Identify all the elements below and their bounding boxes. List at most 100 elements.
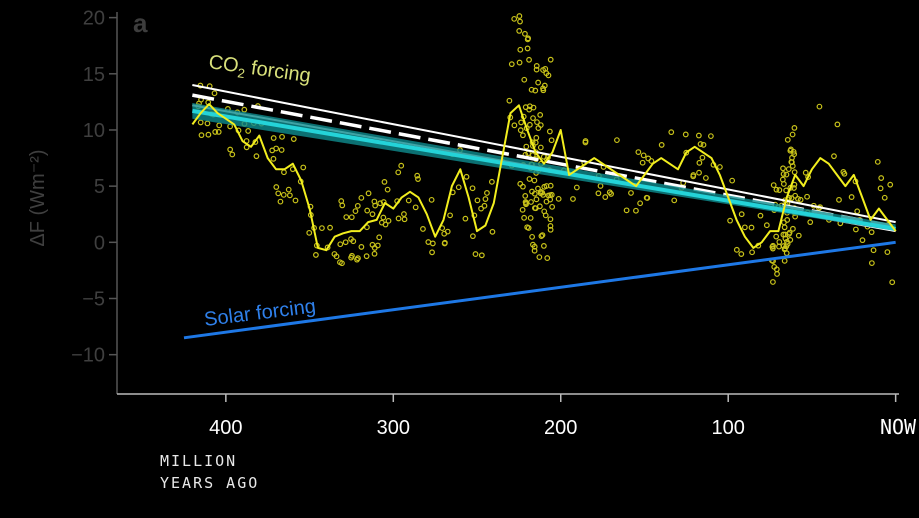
proxy-scatter-point: [877, 185, 884, 192]
proxy-scatter-point: [727, 217, 733, 224]
proxy-scatter-point: [854, 208, 861, 215]
proxy-scatter-point: [474, 197, 481, 204]
proxy-scatter-point: [517, 46, 524, 53]
proxy-scatter-point: [270, 135, 277, 141]
proxy-scatter-point: [534, 119, 540, 126]
proxy-scatter-point: [544, 255, 551, 261]
proxy-scatter-point: [533, 63, 540, 69]
proxy-scatter-point: [789, 131, 796, 138]
proxy-scatter-point: [749, 249, 755, 256]
proxy-scatter-point: [352, 208, 359, 215]
proxy-scatter-point: [771, 263, 778, 270]
proxy-scatter-point: [376, 234, 383, 241]
proxy-scatter-point: [531, 247, 538, 254]
proxy-scatter-point: [716, 164, 723, 170]
proxy-scatter-point: [337, 241, 344, 248]
proxy-scatter-point: [364, 207, 371, 214]
proxy-scatter-point: [518, 119, 525, 126]
proxy-scatter-point: [198, 132, 205, 139]
proxy-scatter-point: [523, 143, 530, 150]
proxy-scatter-point: [369, 241, 376, 248]
proxy-scatter-point: [245, 128, 252, 134]
proxy-scatter-point: [539, 189, 546, 196]
proxy-scatter-point: [597, 183, 604, 189]
proxy-scatter-point: [517, 127, 524, 134]
co2-forcing-label: CO2 forcing: [207, 51, 312, 90]
proxy-scatter-point: [482, 196, 489, 202]
proxy-scatter-point: [405, 197, 412, 204]
proxy-scatter-point: [343, 214, 350, 220]
proxy-scatter-point: [791, 185, 797, 191]
y-tick-label: 15: [83, 64, 105, 86]
proxy-scatter-point: [547, 196, 554, 203]
proxy-scatter-point: [542, 212, 549, 219]
proxy-scatter-point: [508, 61, 515, 68]
proxy-scatter-point: [516, 13, 523, 19]
proxy-scatter-point: [729, 177, 736, 184]
proxy-scatter-point: [639, 159, 646, 166]
proxy-scatter-point: [532, 87, 539, 94]
co2-label-sub: 2: [237, 65, 246, 81]
proxy-scatter-point: [549, 203, 556, 210]
proxy-scatter-point: [521, 214, 528, 221]
proxy-scatter-point: [785, 166, 792, 173]
proxy-scatter-point: [197, 119, 204, 126]
proxy-scatter-point: [783, 250, 790, 257]
proxy-scatter-point: [776, 239, 783, 245]
proxy-curve: [191, 103, 897, 252]
proxy-scatter-point: [526, 106, 533, 113]
proxy-scatter-point: [342, 239, 349, 246]
solar-forcing-label: Solar forcing: [203, 295, 317, 331]
proxy-scatter-point: [836, 196, 842, 203]
x-tick-label: 200: [544, 417, 577, 439]
proxy-scatter-point: [628, 190, 634, 196]
proxy-scatter-point: [529, 152, 536, 158]
proxy-scatter-point: [377, 200, 384, 207]
proxy-scatter-point: [395, 215, 402, 222]
proxy-scatter-point: [300, 164, 307, 171]
proxy-scatter-point: [527, 215, 534, 221]
proxy-scatter-point: [401, 216, 408, 223]
proxy-scatter-point: [537, 122, 544, 128]
proxy-scatter-point: [273, 184, 280, 190]
proxy-scatter-point: [797, 196, 804, 203]
proxy-scatter-point: [774, 271, 780, 277]
proxy-scatter-point: [420, 226, 426, 232]
proxy-scatter-point: [425, 239, 432, 245]
proxy-scatter-point: [539, 232, 546, 238]
proxy-scatter-point: [204, 120, 211, 127]
proxy-scatter-point: [516, 59, 523, 66]
proxy-scatter-point: [327, 224, 333, 231]
proxy-scatter-point: [526, 176, 533, 182]
proxy-scatter-point: [463, 173, 470, 180]
proxy-scatter-point: [528, 86, 535, 93]
y-tick-label: −10: [71, 345, 105, 367]
proxy-scatter-point: [227, 146, 234, 153]
proxy-scatter-point: [791, 125, 798, 131]
proxy-scatter-point: [270, 155, 277, 162]
proxy-scatter-point: [215, 129, 222, 135]
proxy-scatter-point: [602, 194, 609, 200]
proxy-scatter-point: [537, 111, 544, 118]
proxy-scatter-point: [859, 237, 866, 244]
proxy-scatter-point: [511, 15, 518, 22]
proxy-scatter-point: [395, 169, 402, 176]
proxy-scatter-point: [381, 179, 388, 185]
proxy-scatter-point: [802, 169, 809, 176]
proxy-scatter-point: [623, 207, 630, 214]
proxy-scatter-point: [374, 242, 381, 249]
proxy-scatter-point: [644, 195, 651, 201]
proxy-scatter-point: [889, 279, 896, 286]
proxy-scatter-point: [789, 163, 796, 169]
proxy-scatter-point: [773, 186, 780, 193]
proxy-scatter-point: [702, 175, 709, 181]
proxy-scatter-point: [280, 191, 287, 198]
proxy-scatter-point: [682, 131, 689, 138]
proxy-scatter-point: [401, 211, 407, 217]
proxy-scatter-point: [517, 180, 524, 187]
proxy-scatter-point: [530, 115, 536, 122]
proxy-scatter-point: [429, 240, 436, 247]
proxy-scatter-point: [358, 194, 365, 201]
proxy-scatter-point: [333, 253, 340, 260]
